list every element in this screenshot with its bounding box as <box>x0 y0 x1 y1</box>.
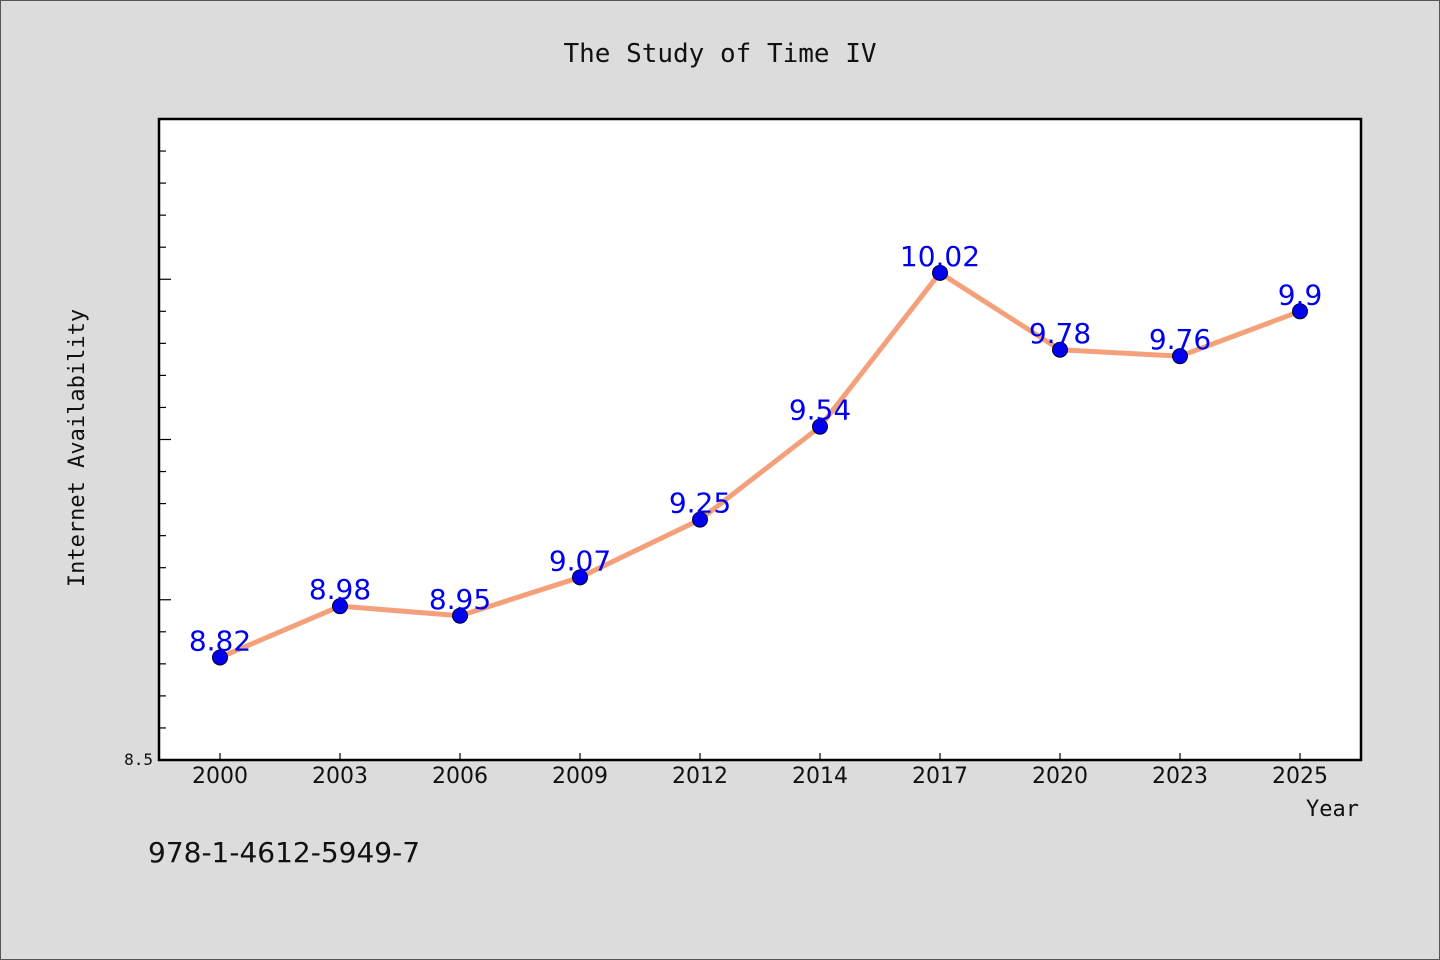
data-point-2006 <box>452 607 468 624</box>
series-line <box>219 270 1301 660</box>
chart-title: The Study of Time IV <box>563 39 876 69</box>
data-label-2003: 8.98 <box>309 573 371 606</box>
data-point-2025 <box>1292 303 1308 320</box>
data-labels: 8.82 8.98 8.95 9.07 9.25 9.54 10.02 9.78 9.76 9.9 <box>189 240 1322 658</box>
x-tick-label-2000: 2000 <box>192 764 248 789</box>
data-label-2020: 9.78 <box>1029 317 1091 350</box>
y-tick-label: 8.5 <box>124 750 153 769</box>
x-axis-label: Year <box>1306 797 1359 822</box>
x-tick-label-2014: 2014 <box>792 764 848 789</box>
x-tick-label-2009: 2009 <box>552 764 608 789</box>
data-point-2003 <box>332 598 348 615</box>
data-label-2025: 9.9 <box>1278 278 1323 311</box>
data-markers <box>212 264 1308 666</box>
data-label-2023: 9.76 <box>1149 323 1211 356</box>
data-label-2009: 9.07 <box>549 544 611 577</box>
y-minor-ticks <box>159 150 171 729</box>
x-tick-label-2023: 2023 <box>1152 764 1208 789</box>
data-label-2000: 8.82 <box>189 624 251 657</box>
data-point-2000 <box>212 649 228 666</box>
plot-area <box>157 117 1363 762</box>
y-tick-labels: 8.5 <box>124 750 153 769</box>
x-tick-labels: 2000 2003 2006 2009 2012 2014 2017 2020 2023 2025 <box>192 764 1328 789</box>
data-point-2023 <box>1172 348 1188 365</box>
x-tick-label-2012: 2012 <box>672 764 728 789</box>
footnote-isbn: 978-1-4612-5949-7 <box>148 836 420 869</box>
x-tick-label-2020: 2020 <box>1032 764 1088 789</box>
data-label-2012: 9.25 <box>669 487 731 520</box>
data-label-2014: 9.54 <box>789 394 851 427</box>
data-point-2012 <box>692 511 708 528</box>
data-point-2014 <box>812 418 828 435</box>
x-tick-label-2017: 2017 <box>912 764 968 789</box>
data-point-2009 <box>572 569 588 586</box>
x-tick-label-2006: 2006 <box>432 764 488 789</box>
x-tick-label-2003: 2003 <box>312 764 368 789</box>
data-point-2017 <box>932 264 948 281</box>
data-label-2006: 8.95 <box>429 583 491 616</box>
data-point-2020 <box>1052 341 1068 358</box>
data-label-2017: 10.02 <box>900 240 980 273</box>
y-axis-label: Internet Availability <box>65 309 90 587</box>
x-ticks <box>219 753 1301 760</box>
x-tick-label-2025: 2025 <box>1272 764 1328 789</box>
